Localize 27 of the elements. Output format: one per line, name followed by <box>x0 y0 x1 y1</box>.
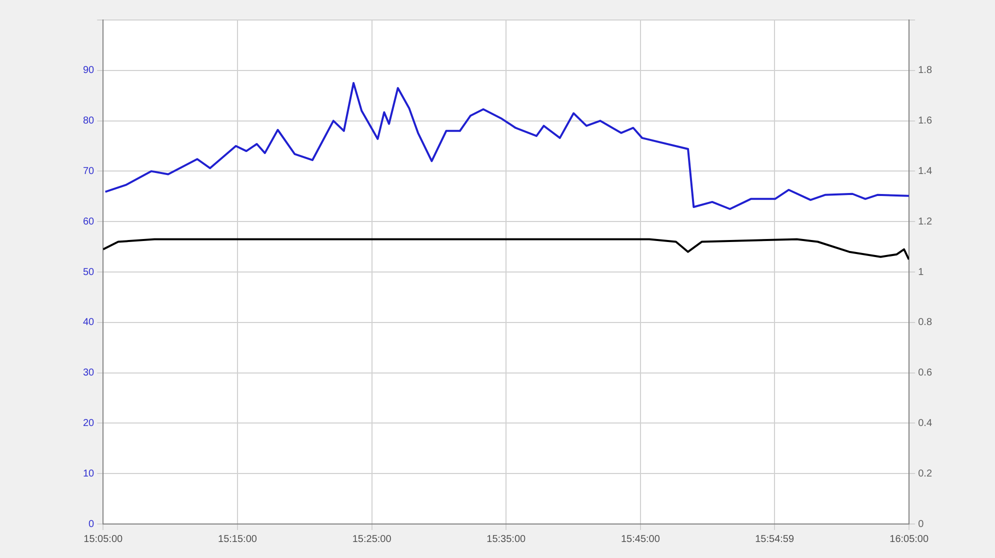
y2-tick-label: 0.4 <box>918 418 932 429</box>
x-tick-label: 15:05:00 <box>84 534 124 545</box>
y-tick-label: 20 <box>83 418 95 429</box>
y2-tick-label: 1 <box>918 266 924 278</box>
y-tick-label: 90 <box>83 65 95 76</box>
y2-tick-label: 1.6 <box>918 116 932 127</box>
y2-tick-label: 0 <box>918 518 924 530</box>
y-tick-label: 30 <box>83 368 95 379</box>
y2-tick-label: 1.2 <box>918 216 932 228</box>
y-tick-label: 10 <box>83 468 95 480</box>
y-tick-label: 60 <box>83 216 95 228</box>
x-tick-label: 15:45:00 <box>621 534 660 545</box>
y-tick-label: 70 <box>83 166 95 177</box>
y-tick-label: 50 <box>83 266 95 278</box>
y2-tick-label: 1.8 <box>918 65 932 76</box>
y-tick-label: 0 <box>88 518 95 530</box>
x-tick-label: 15:15:00 <box>218 534 258 545</box>
y2-tick-label: 0.6 <box>918 368 932 379</box>
y2-tick-label: 0.2 <box>918 468 932 480</box>
x-tick-label: 15:25:00 <box>352 534 392 545</box>
y2-tick-label: 0.8 <box>918 317 932 328</box>
x-tick-label: 15:35:00 <box>486 534 526 545</box>
x-tick-label: 15:54:59 <box>755 534 794 545</box>
x-tick-label: 16:05:00 <box>890 534 929 545</box>
y-tick-label: 80 <box>83 116 95 127</box>
y2-tick-label: 1.4 <box>918 166 932 177</box>
y-tick-label: 40 <box>83 317 95 328</box>
